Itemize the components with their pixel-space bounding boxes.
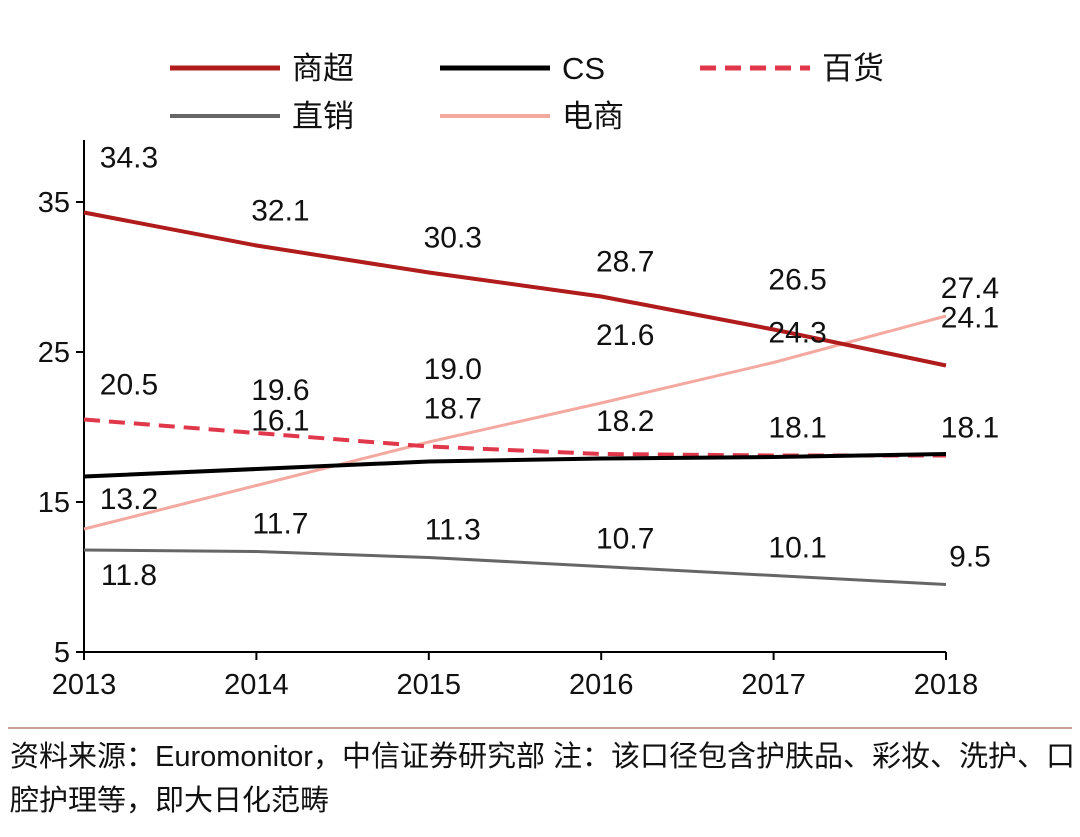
- x-tick-label: 2017: [741, 669, 806, 701]
- legend-label: 直销: [292, 99, 354, 134]
- data-label: 19.0: [424, 353, 482, 386]
- data-label: 10.7: [596, 523, 654, 556]
- data-label: 30.3: [424, 222, 482, 255]
- x-tick-label: 2013: [52, 669, 117, 701]
- y-tick-label: 25: [38, 337, 70, 369]
- legend-label: 百货: [822, 51, 884, 86]
- data-label: 13.2: [100, 483, 158, 516]
- data-label: 11.7: [252, 508, 308, 541]
- x-tick-label: 2016: [569, 669, 634, 701]
- data-label: 28.7: [596, 246, 654, 279]
- line-chart: 5 15 25 35 2013 2014 2015 2016 2017 2018 34.3 32.1 3…: [38, 51, 999, 701]
- series-line-CS: [83, 452, 947, 479]
- legend-label: CS: [562, 51, 605, 86]
- source-note: 资料来源：Euromonitor，中信证券研究部 注：该口径包含护肤品、彩妆、洗…: [10, 741, 1076, 817]
- series-line-商超: [83, 210, 947, 368]
- data-label: 10.1: [768, 532, 826, 565]
- data-label: 11.8: [101, 559, 157, 592]
- data-label: 11.3: [425, 514, 481, 547]
- x-tick-label: 2015: [397, 669, 462, 701]
- data-label: 18.2: [596, 405, 654, 438]
- legend-label: 电商: [562, 99, 624, 134]
- series-line-直销: [83, 548, 947, 586]
- y-tick-label: 35: [38, 187, 70, 219]
- series-line-电商: [83, 314, 947, 531]
- data-label: 26.5: [768, 264, 826, 297]
- data-label: 34.3: [100, 142, 158, 175]
- data-label: 32.1: [251, 195, 309, 228]
- data-label: 21.6: [596, 319, 654, 352]
- legend-label: 商超: [292, 51, 354, 86]
- data-label: 24.1: [941, 302, 999, 335]
- x-tick-label: 2014: [224, 669, 289, 701]
- data-label: 19.6: [251, 374, 309, 407]
- y-tick-label: 15: [38, 487, 70, 519]
- data-label: 16.1: [251, 405, 309, 438]
- data-label: 18.1: [768, 412, 826, 445]
- data-label: 27.4: [941, 272, 999, 305]
- x-tick-label: 2018: [914, 669, 979, 701]
- y-tick-label: 5: [54, 637, 70, 669]
- data-label: 18.1: [941, 412, 999, 445]
- series-line-百货: [83, 417, 946, 458]
- data-label: 20.5: [100, 369, 158, 402]
- data-label: 24.3: [768, 317, 826, 350]
- data-label: 9.5: [949, 541, 991, 574]
- data-label: 18.7: [424, 393, 482, 426]
- divider: [8, 727, 1072, 729]
